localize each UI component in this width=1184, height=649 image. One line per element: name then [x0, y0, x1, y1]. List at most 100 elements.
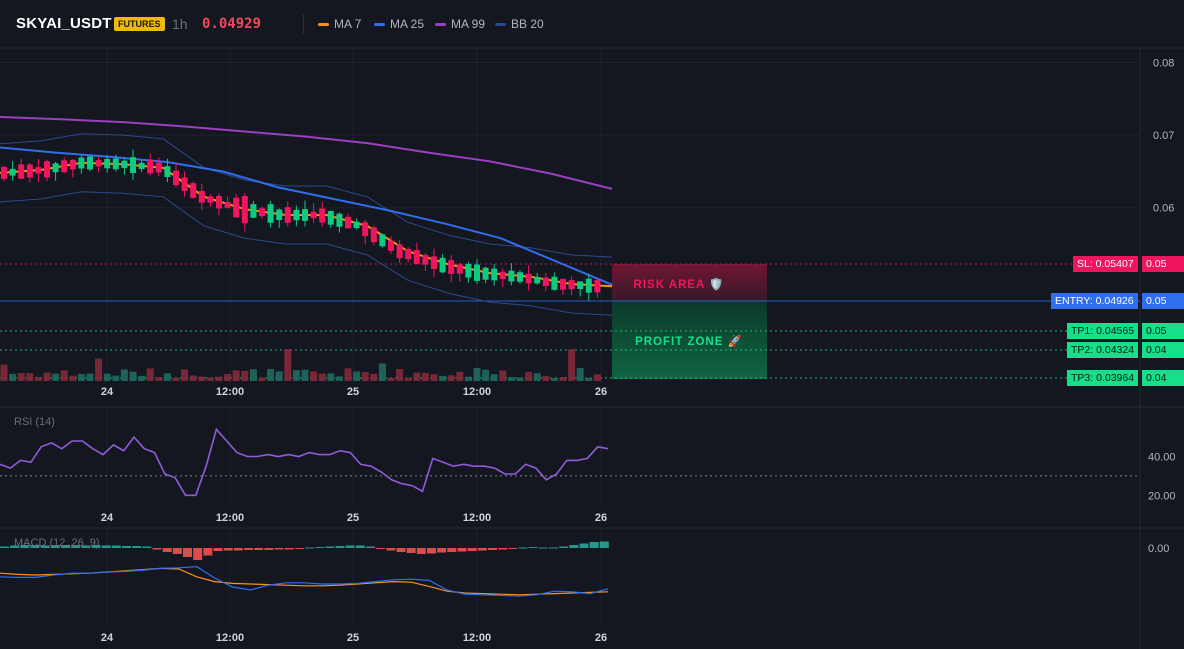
volume-bar — [138, 375, 146, 381]
volume-bar — [353, 371, 361, 381]
volume-bar — [34, 376, 42, 381]
legend-ma7[interactable]: MA 7 — [318, 17, 361, 31]
candle-body — [69, 159, 76, 170]
rsi-y-tick: 40.00 — [1148, 452, 1176, 464]
macd-histogram-bar — [406, 548, 416, 553]
symbol-title[interactable]: SKYAI_USDT — [16, 15, 112, 32]
volume-bar — [69, 375, 77, 381]
legend-swatch — [318, 22, 329, 26]
x-tick-label: 12:00 — [216, 632, 244, 644]
macd-histogram-bar — [213, 548, 223, 551]
candle-body — [190, 183, 197, 198]
volume-bars — [0, 348, 601, 381]
macd-histogram-bar — [518, 547, 528, 549]
legend-label: MA 7 — [334, 17, 362, 31]
candle-body — [267, 204, 274, 223]
candle-body — [112, 158, 119, 170]
volume-bar — [301, 369, 309, 381]
macd-histogram-bar — [274, 548, 284, 550]
candle-body — [413, 250, 420, 264]
volume-bar — [146, 368, 154, 381]
timeframe-label[interactable]: 1h — [172, 16, 188, 32]
macd-histogram-bar — [91, 545, 101, 548]
chart-header: SKYAI_USDT FUTURES 1h 0.04929 MA 7 MA 25… — [0, 0, 1184, 48]
macd-histogram-bar — [599, 541, 609, 548]
volume-bar — [155, 377, 163, 381]
x-tick-label: 25 — [347, 632, 359, 644]
candle-body — [250, 204, 257, 218]
macd-signal-line — [0, 567, 609, 596]
candle-body — [284, 207, 291, 223]
legend-ma25[interactable]: MA 25 — [374, 17, 424, 31]
volume-bar — [9, 373, 17, 381]
volume-bar — [215, 376, 223, 381]
volume-bar — [525, 371, 533, 381]
candle-body — [542, 277, 549, 286]
legend-bb20[interactable]: BB 20 — [495, 17, 544, 31]
macd-histogram-bar — [40, 545, 50, 548]
volume-bar — [310, 371, 318, 381]
macd-histogram-bar — [538, 547, 548, 549]
bb-lower — [0, 191, 613, 316]
volume-bar — [241, 370, 249, 381]
volume-bar — [172, 377, 180, 381]
volume-bar — [267, 368, 275, 381]
volume-bar — [507, 377, 515, 381]
volume-bar — [86, 373, 94, 381]
x-tick-label: 24 — [101, 386, 114, 398]
candle-body — [173, 170, 179, 186]
level-label: TP2: 0.04324 — [1067, 342, 1139, 358]
candle-body — [422, 255, 429, 265]
macd-histogram-bar — [396, 548, 406, 552]
candle-body — [327, 211, 334, 225]
candle-body — [138, 162, 145, 169]
ma25-line — [0, 146, 613, 286]
candle-body — [181, 177, 188, 191]
volume-bar — [413, 372, 421, 381]
candle-body — [491, 268, 498, 281]
macd-histogram-bar — [569, 545, 579, 548]
candle-body — [18, 164, 25, 179]
macd-histogram-bar — [376, 548, 386, 549]
candle-body — [224, 201, 231, 208]
macd-histogram-bar — [162, 548, 172, 552]
macd-histogram-bar — [345, 545, 355, 548]
volume-bar — [533, 373, 541, 381]
candle-body — [233, 197, 240, 218]
macd-histogram-bar — [233, 548, 243, 551]
level-label: TP1: 0.04565 — [1067, 323, 1139, 339]
level-axis-label: 0.05 — [1142, 323, 1184, 339]
macd-histogram-bar — [447, 548, 457, 552]
candle-body — [1, 166, 7, 179]
x-tick-label: 24 — [101, 512, 114, 524]
volume-bar — [284, 348, 292, 381]
macd-histogram-bar — [81, 545, 91, 548]
macd-histogram-bar — [579, 543, 589, 548]
legend-label: MA 99 — [451, 17, 486, 31]
macd-histogram-bar — [142, 546, 152, 548]
volume-bar — [318, 373, 326, 381]
candle-body — [594, 279, 601, 293]
y-tick-label: 0.08 — [1153, 58, 1174, 70]
macd-histogram-bar — [264, 548, 274, 550]
macd-histogram-bar — [193, 548, 203, 560]
legend-ma99[interactable]: MA 99 — [435, 17, 485, 31]
candle-body — [293, 209, 300, 221]
candle-body — [121, 160, 128, 168]
macd-histogram-bar — [528, 547, 538, 548]
candle-body — [362, 222, 369, 237]
level-axis-label: 0.04 — [1142, 370, 1184, 386]
last-price: 0.04929 — [202, 16, 262, 32]
macd-histogram-bar — [223, 548, 233, 551]
volume-bar — [559, 377, 567, 381]
candle-body — [35, 167, 42, 174]
macd-histogram-bar — [589, 542, 599, 548]
macd-histogram-bar — [366, 546, 375, 548]
rsi-y-tick: 20.00 — [1148, 490, 1176, 502]
profit-zone-label: PROFIT ZONE 🚀 — [635, 334, 743, 348]
candles — [1, 149, 601, 301]
volume-bar — [344, 368, 352, 381]
macd-histogram-bar — [172, 548, 182, 554]
volume-bar — [464, 376, 472, 381]
